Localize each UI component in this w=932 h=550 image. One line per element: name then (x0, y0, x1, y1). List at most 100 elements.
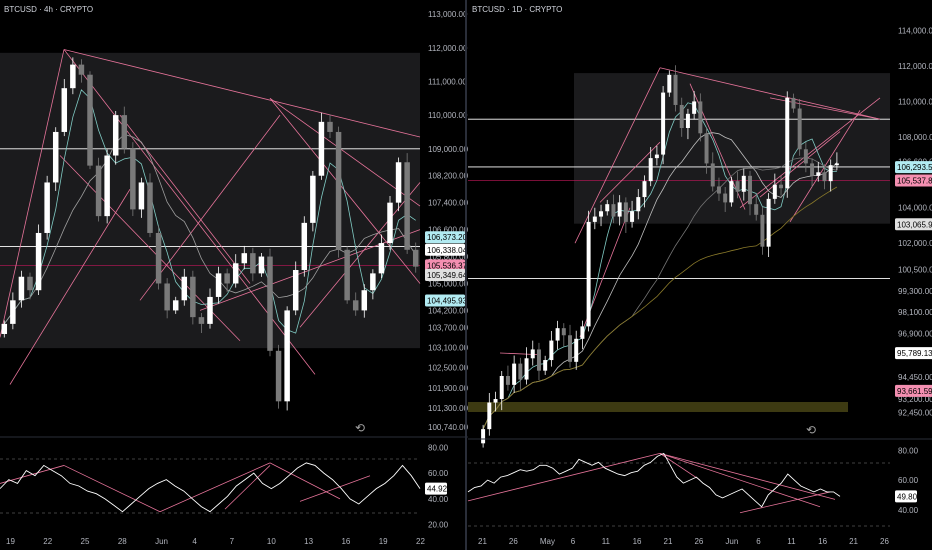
price-tick-label: 96,900.00 (898, 329, 932, 338)
candle-body (803, 149, 808, 164)
rsi-tick-label: 80.00 (428, 443, 449, 452)
candle-body (130, 148, 136, 210)
candle-body (112, 115, 119, 156)
price-badge-label: 106,338.04 (427, 246, 468, 255)
price-badge (895, 161, 932, 174)
price-tick-label: 112,000.00 (428, 44, 468, 53)
chart-4h-panel[interactable]: BTCUSD · 4h · CRYPTO 113,000.00 112,000.0… (0, 0, 470, 546)
price-badge-label: 106,373.20 (427, 233, 468, 242)
candle-body (654, 154, 659, 159)
trend-line (269, 97, 421, 207)
candle-body (642, 181, 647, 198)
price-tick-label: 101,900.00 (428, 384, 469, 393)
candle-body (335, 131, 342, 250)
price-badge-label: 105,536.37 (427, 261, 468, 270)
time-tick-label: 19 (6, 537, 15, 546)
rsi-trend-line (299, 475, 371, 502)
time-tick-label: 21 (849, 537, 858, 546)
candle-body (735, 181, 740, 192)
candle-body (327, 121, 333, 132)
candle-body (630, 211, 635, 222)
candle-body (617, 202, 622, 217)
replay-icon[interactable]: ⟲ (806, 423, 816, 437)
candle-body (215, 273, 222, 297)
chart-title: BTCUSD · 4h · CRYPTO (4, 5, 93, 14)
candle-body (241, 253, 248, 264)
candle-body (685, 113, 690, 128)
candle-body (779, 184, 784, 189)
price-tick-label: 92,450.00 (898, 408, 932, 417)
rsi-tick-label: 80.00 (898, 446, 919, 455)
rsi-axis: 80.00 60.00 40.00 49.80 (895, 446, 919, 515)
trend-line (139, 114, 281, 301)
candle-body (190, 276, 196, 318)
candle-body (512, 363, 517, 385)
trend-line (789, 110, 861, 223)
candle-body (518, 363, 523, 380)
rsi-tick-label: 60.00 (428, 469, 449, 478)
time-tick-label: 22 (416, 537, 425, 546)
time-tick-label: Jun (155, 537, 168, 546)
rsi-trend-line (269, 462, 341, 500)
candle-body (667, 74, 672, 93)
candle-body (481, 429, 486, 444)
chart-1d-panel[interactable]: BTCUSD · 1D · CRYPTO 114,000.00 112,000.0… (467, 0, 932, 546)
time-axis: 19 22 25 28 Jun 4 7 10 13 16 19 22 (6, 537, 425, 546)
candles (1, 57, 419, 411)
time-tick-label: Jun (725, 537, 738, 546)
time-tick-label: 26 (509, 537, 518, 546)
trend-line (0, 49, 65, 338)
price-tick-label: 104,000.00 (898, 204, 932, 213)
rsi-trend-line (224, 465, 271, 510)
time-tick-label: 25 (81, 537, 90, 546)
rsi-value-badge (895, 490, 917, 503)
price-tick-label: 100,500.00 (898, 266, 932, 275)
candle-body (530, 349, 535, 359)
replay-icon[interactable]: ⟲ (355, 421, 365, 435)
trend-line (599, 141, 661, 203)
candle-body (224, 273, 230, 284)
candle-body (487, 402, 492, 430)
price-tick-label: 103,700.00 (428, 323, 469, 332)
candle-body (605, 204, 610, 212)
candle-body (797, 108, 802, 150)
price-tick-label: 101,300.00 (428, 404, 469, 413)
candle-body (679, 104, 684, 128)
candle-body (636, 197, 641, 212)
price-badge (895, 174, 932, 187)
candle-body (754, 204, 759, 215)
price-badge-label: 95,789.13 (897, 349, 932, 358)
price-tick-label: 105,000.00 (428, 279, 469, 288)
price-tick-label: 103,100.00 (428, 343, 469, 352)
price-badge (895, 384, 932, 397)
candle-body (493, 399, 498, 403)
price-tick-label: 94,450.00 (898, 373, 932, 382)
time-tick-label: 6 (756, 537, 761, 546)
price-badge (425, 269, 465, 282)
candle-body (258, 256, 265, 274)
candle-body (580, 326, 585, 339)
rsi-axis: 80.00 60.00 40.00 20.00 44.92 (425, 443, 449, 530)
rsi-value-badge (425, 482, 447, 495)
candle-body (284, 310, 290, 402)
time-tick-label: 16 (633, 537, 642, 546)
price-badge-label: 103,065.92 (897, 220, 932, 229)
candle-body (822, 172, 827, 182)
rsi-trend-line (467, 452, 661, 502)
price-tick-label: 111,000.00 (428, 77, 467, 86)
time-tick-label: 7 (230, 537, 235, 546)
candle-body (275, 350, 282, 402)
trend-line (659, 67, 881, 120)
candle-body (155, 232, 162, 284)
candle-body (710, 163, 715, 187)
candle-body (138, 182, 145, 210)
candle-body (147, 182, 153, 233)
rsi-tick-label: 40.00 (898, 506, 919, 515)
candle-body (52, 131, 59, 183)
price-badge-label: 93,661.59 (897, 387, 932, 396)
rsi-trend-lines (467, 452, 836, 514)
price-tick-label: 93,200.00 (898, 395, 932, 404)
candle-body (78, 64, 85, 75)
time-tick-label: 28 (118, 537, 127, 546)
time-tick-label: 21 (478, 537, 487, 546)
